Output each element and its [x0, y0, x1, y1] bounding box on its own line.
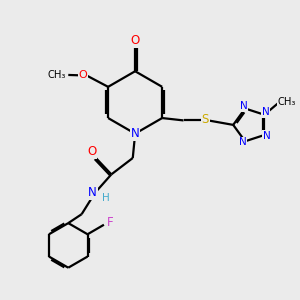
Text: O: O — [130, 34, 140, 47]
Text: H: H — [102, 193, 110, 203]
Text: S: S — [202, 113, 209, 126]
Text: CH₃: CH₃ — [48, 70, 66, 80]
Text: N: N — [240, 101, 248, 111]
Text: O: O — [87, 145, 97, 158]
Text: N: N — [262, 107, 270, 117]
Text: N: N — [131, 127, 140, 140]
Text: CH₃: CH₃ — [278, 97, 296, 107]
Text: F: F — [107, 217, 114, 230]
Text: N: N — [88, 186, 97, 199]
Text: O: O — [79, 70, 87, 80]
Text: N: N — [239, 137, 247, 148]
Text: N: N — [263, 131, 271, 141]
